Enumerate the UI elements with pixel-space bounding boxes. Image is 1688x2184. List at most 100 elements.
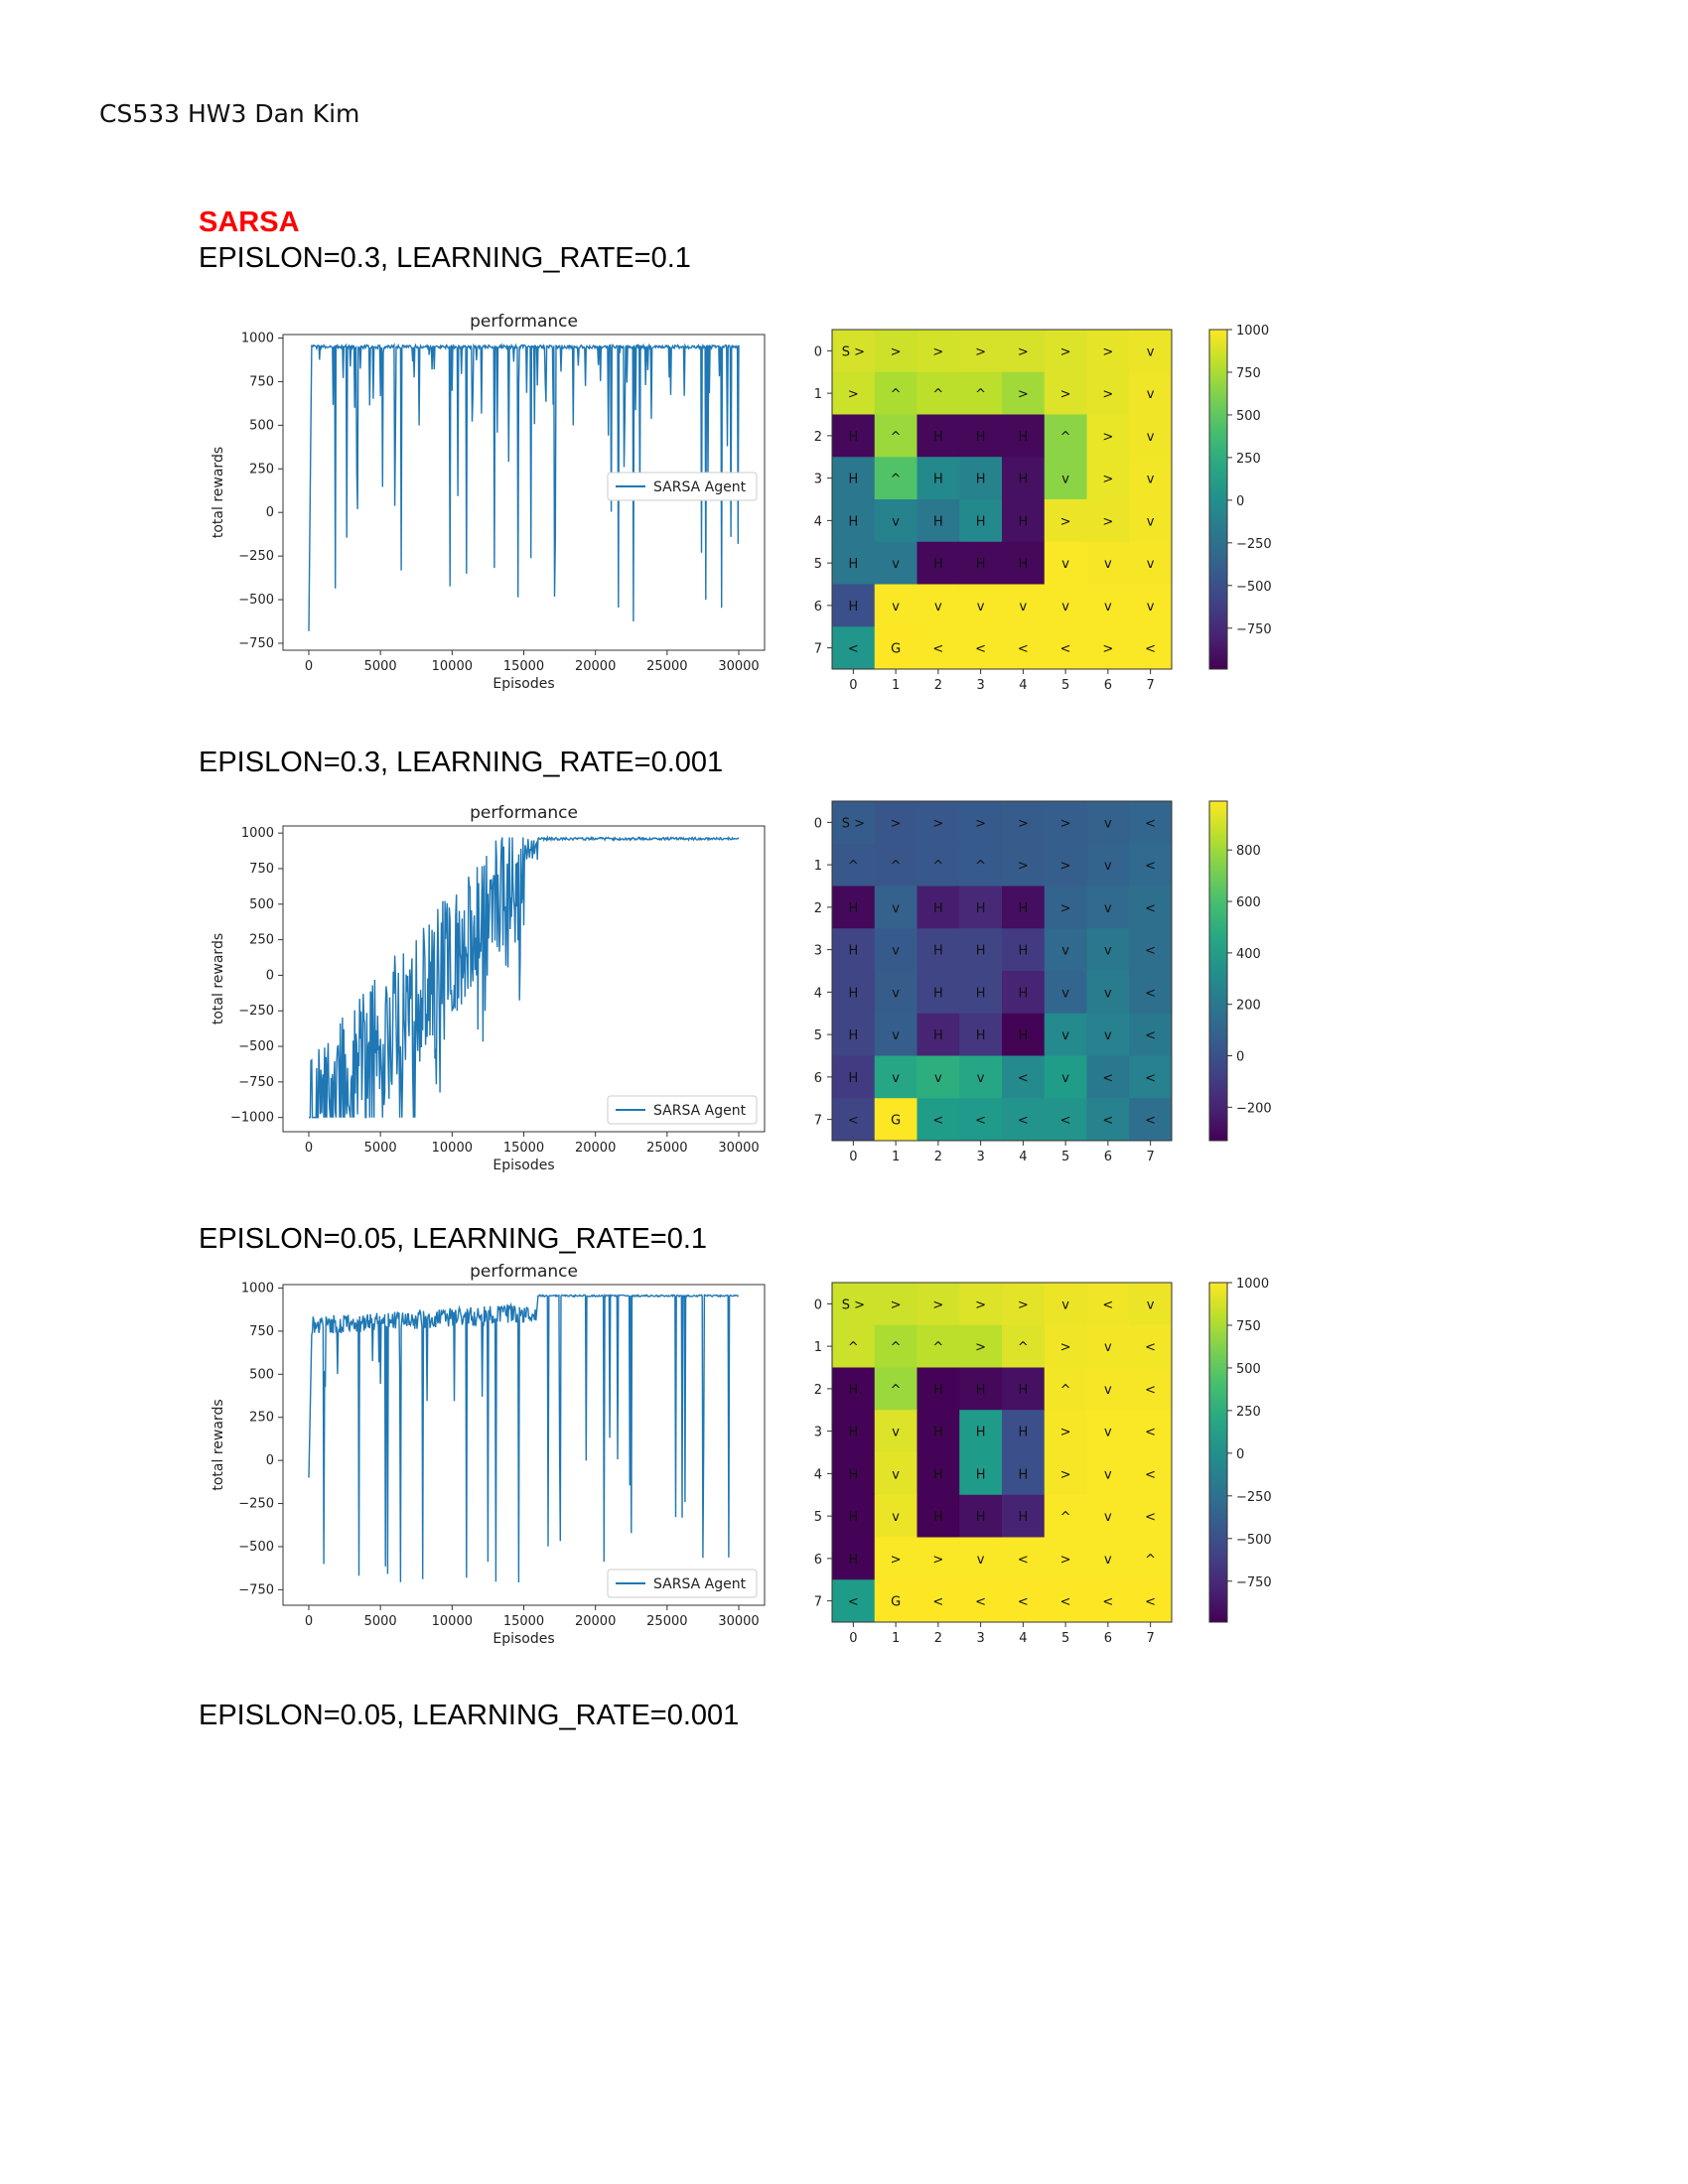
- heatmap-cell: [1002, 626, 1046, 670]
- x-tick-label: 20000: [575, 1614, 616, 1629]
- heatmap-cell: [1086, 541, 1130, 585]
- heatmap-cell: [1044, 1013, 1087, 1056]
- heatmap-cell: [1002, 1410, 1046, 1453]
- colorbar: [1208, 800, 1228, 1142]
- y-tick-label: −750: [238, 1582, 274, 1597]
- cell-label: >: [891, 816, 902, 831]
- cell-label: H: [848, 514, 858, 529]
- cell-label: H: [1018, 901, 1028, 916]
- heatmap-cell: [832, 626, 876, 670]
- colorbar-tick-label: 750: [1236, 1319, 1261, 1334]
- x-tick-label: 2: [934, 678, 942, 693]
- heatmap-cell: [1086, 499, 1130, 543]
- cell-label: H: [933, 1510, 943, 1525]
- y-tick-label: 1: [814, 1340, 822, 1355]
- cell-label: v: [977, 600, 985, 614]
- heatmap-cell: [1129, 1452, 1173, 1496]
- cell-label: >: [932, 1297, 943, 1312]
- x-tick-label: 0: [849, 1631, 857, 1646]
- heatmap-cell: [874, 1055, 917, 1099]
- cell-label: ^: [1060, 1510, 1071, 1525]
- cell-label: v: [1104, 901, 1112, 916]
- heatmap-cell: [1002, 1055, 1046, 1099]
- cell-label: H: [976, 901, 986, 916]
- cell-label: H: [933, 430, 943, 445]
- cell-label: <: [1145, 1595, 1156, 1610]
- cell-label: H: [1018, 430, 1028, 445]
- y-tick-label: −1000: [230, 1111, 274, 1126]
- cell-label: <: [848, 1595, 859, 1610]
- y-tick-label: −500: [238, 1540, 274, 1555]
- heatmap-cell: [1129, 457, 1173, 500]
- y-axis-label: total rewards: [211, 1399, 226, 1490]
- heatmap-cell: [874, 414, 917, 458]
- cell-label: >: [932, 1553, 943, 1568]
- y-tick-label: 3: [814, 944, 822, 959]
- cell-label: <: [1145, 1340, 1156, 1355]
- colorbar-tick-label: 200: [1236, 999, 1261, 1014]
- x-tick-label: 5000: [364, 1141, 397, 1156]
- heatmap-cell: [1086, 843, 1130, 887]
- heatmap-cell: [1129, 1283, 1173, 1326]
- cell-label: H: [976, 1426, 986, 1440]
- cell-label: >: [1018, 344, 1029, 359]
- x-tick-label: 2: [934, 1631, 942, 1646]
- cell-label: H: [976, 557, 986, 572]
- heatmap-cell: [874, 1579, 917, 1623]
- y-tick-label: 2: [814, 430, 822, 445]
- cell-label: >: [1102, 430, 1113, 445]
- cell-label: <: [1018, 642, 1029, 657]
- y-tick-label: 5: [814, 1028, 822, 1043]
- cell-label: v: [1147, 1297, 1155, 1312]
- heatmap-cell: [1044, 584, 1087, 627]
- heatmap-cell: [1086, 371, 1130, 415]
- heatmap-cell: [1129, 1579, 1173, 1623]
- cell-label: H: [1018, 514, 1028, 529]
- cell-label: H: [1018, 1426, 1028, 1440]
- heatmap-cell: [959, 1452, 1003, 1496]
- heatmap-cell: [1044, 1452, 1087, 1496]
- x-tick-label: 10000: [432, 1614, 473, 1629]
- heatmap-cell: [1002, 1013, 1046, 1056]
- cell-label: H: [848, 944, 858, 959]
- chart-title: performance: [470, 1262, 578, 1282]
- y-tick-label: 1000: [241, 332, 274, 346]
- cell-label: ^: [1018, 1340, 1029, 1355]
- cell-label: v: [1104, 1467, 1112, 1482]
- heatmap-cell: [959, 1410, 1003, 1453]
- cell-label: <: [1102, 1114, 1113, 1129]
- y-tick-label: −500: [238, 593, 274, 608]
- cell-label: H: [933, 986, 943, 1001]
- experiment-label-4: EPISLON=0.05, LEARNING_RATE=0.001: [199, 1700, 740, 1731]
- cell-label: <: [1145, 642, 1156, 657]
- heatmap-cell: [916, 843, 960, 887]
- legend-box: [607, 1095, 758, 1125]
- cell-label: <: [1145, 986, 1156, 1001]
- x-tick-label: 1: [892, 678, 900, 693]
- cell-label: >: [975, 344, 986, 359]
- cell-label: v: [1104, 557, 1112, 572]
- y-tick-label: 4: [814, 1467, 822, 1482]
- heatmap-cell: [959, 1283, 1003, 1326]
- heatmap-cell: [1129, 928, 1173, 972]
- y-tick-label: 500: [249, 897, 274, 912]
- y-tick-label: 7: [814, 1595, 822, 1610]
- heatmap-cell: [1086, 1410, 1130, 1453]
- cell-label: ^: [932, 1340, 943, 1355]
- cell-label: v: [1104, 859, 1112, 874]
- heatmap-cell: [1129, 626, 1173, 670]
- cell-label: >: [1018, 859, 1029, 874]
- heatmap-cell: [1129, 1410, 1173, 1453]
- y-tick-label: 2: [814, 1383, 822, 1398]
- cell-label: H: [848, 557, 858, 572]
- cell-label: >: [1060, 1426, 1071, 1440]
- heatmap-cell: [1044, 886, 1087, 929]
- cell-label: H: [976, 1028, 986, 1043]
- heatmap-cell: [1086, 1055, 1130, 1099]
- cell-label: G: [891, 1114, 901, 1129]
- heatmap-cell: [1086, 1367, 1130, 1411]
- cell-label: ^: [891, 473, 902, 487]
- heatmap-cell: [959, 457, 1003, 500]
- heatmap-cell: [1086, 1579, 1130, 1623]
